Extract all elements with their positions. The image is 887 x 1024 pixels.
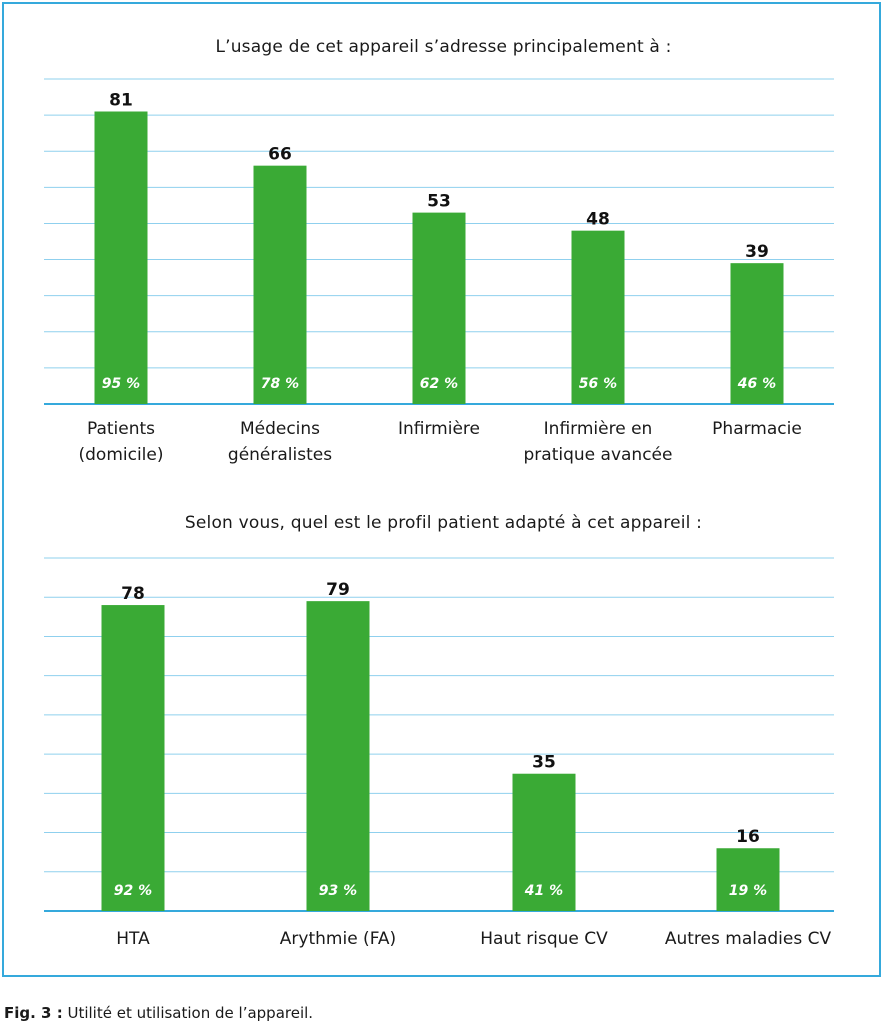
percent-label: 95 % — [102, 376, 140, 392]
percent-label: 46 % — [737, 376, 776, 392]
category-label: Haut risque CV — [480, 929, 608, 949]
percent-label: 56 % — [579, 376, 617, 392]
bar-1 — [101, 605, 165, 911]
value-label: 16 — [736, 827, 760, 847]
bar-3 — [512, 773, 576, 911]
chart-1-title: L’usage de cet appareil s’adresse princi… — [215, 37, 672, 57]
value-label: 79 — [326, 580, 350, 600]
value-label: 48 — [586, 210, 610, 230]
bar-2 — [306, 601, 370, 911]
category-label: (domicile) — [79, 445, 164, 465]
percent-label: 92 % — [114, 883, 152, 899]
value-label: 66 — [268, 145, 292, 165]
figure-caption: Fig. 3 : Utilité et utilisation de l’app… — [4, 1004, 313, 1022]
value-label: 39 — [745, 242, 769, 262]
bar-1 — [94, 111, 148, 404]
bar-4 — [571, 230, 625, 404]
chart-usage: 81 95 % Patients (domicile) 66 78 % Médecins gé… — [44, 78, 834, 465]
bar-3 — [412, 212, 466, 404]
bar-5 — [730, 263, 784, 404]
bar-2 — [253, 165, 307, 404]
category-label: Arythmie (FA) — [280, 929, 396, 949]
value-label: 81 — [109, 91, 133, 111]
percent-label: 78 % — [261, 376, 299, 392]
category-label: pratique avancée — [524, 445, 673, 465]
bar-4 — [716, 848, 780, 911]
caption-label: Fig. 3 : — [4, 1004, 63, 1022]
category-label: HTA — [116, 929, 150, 949]
chart-2-title: Selon vous, quel est le profil patient a… — [184, 513, 703, 533]
category-label: Médecins — [240, 419, 320, 439]
percent-label: 19 % — [729, 883, 767, 899]
value-label: 53 — [427, 192, 451, 212]
category-label: généralistes — [228, 445, 332, 465]
category-label: Infirmière — [398, 419, 480, 439]
percent-label: 93 % — [319, 883, 357, 899]
value-label: 35 — [532, 753, 556, 773]
chart-patient-profile: 78 92 % HTA 79 93 % Arythmie (FA) 35 41 % Haut r… — [44, 557, 834, 949]
category-label: Patients — [87, 419, 155, 439]
caption-text: Utilité et utilisation de l’appareil. — [62, 1004, 314, 1022]
percent-label: 62 % — [420, 376, 458, 392]
value-label: 78 — [121, 584, 145, 604]
category-label: Pharmacie — [712, 419, 802, 439]
category-label: Infirmière en — [544, 419, 653, 439]
category-label: Autres maladies CV — [665, 929, 832, 949]
percent-label: 41 % — [524, 883, 563, 899]
